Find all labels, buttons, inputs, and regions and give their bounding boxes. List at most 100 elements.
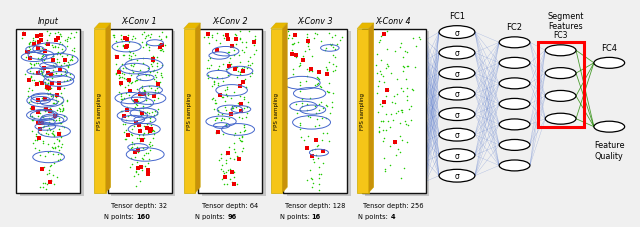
Point <box>386 72 396 76</box>
Text: Input: Input <box>38 17 58 25</box>
Point <box>247 62 257 65</box>
Point <box>59 80 69 83</box>
Point <box>145 130 156 133</box>
Point <box>46 118 56 121</box>
Point <box>410 65 420 69</box>
Point <box>67 55 77 58</box>
Point <box>38 185 48 188</box>
Text: Tensor depth: 64: Tensor depth: 64 <box>202 202 259 208</box>
Point <box>35 50 45 54</box>
Point <box>35 186 45 189</box>
Point <box>234 157 244 161</box>
Point <box>134 109 144 113</box>
Point <box>298 139 308 143</box>
Point <box>225 108 236 112</box>
Point <box>310 153 321 157</box>
Point <box>56 85 66 89</box>
Point <box>48 118 58 122</box>
Point <box>65 73 75 77</box>
Point <box>327 101 337 105</box>
Point <box>132 150 143 154</box>
Point <box>233 70 243 74</box>
Point <box>145 141 156 144</box>
Point <box>120 37 130 41</box>
Point <box>150 110 160 114</box>
Point <box>38 115 49 119</box>
Point <box>132 79 143 83</box>
Point <box>36 167 47 171</box>
Point <box>228 46 238 50</box>
Point <box>56 135 66 138</box>
Point <box>232 76 243 80</box>
Point <box>226 96 236 100</box>
Point <box>29 82 40 86</box>
Point <box>55 33 65 37</box>
Point <box>312 118 323 121</box>
Point <box>379 136 389 140</box>
Point <box>37 47 47 51</box>
Point <box>222 88 232 92</box>
Point <box>288 73 298 76</box>
Point <box>60 86 70 90</box>
Point <box>328 92 338 96</box>
Point <box>131 161 141 164</box>
Point <box>124 94 134 97</box>
Point <box>316 101 326 105</box>
Point <box>134 140 145 144</box>
Point <box>324 82 334 86</box>
Point <box>134 94 144 98</box>
Point <box>63 36 74 40</box>
Point <box>146 115 156 118</box>
Point <box>57 96 67 99</box>
Point <box>301 33 312 37</box>
Point <box>33 47 44 51</box>
Point <box>25 76 35 80</box>
Point <box>56 91 66 95</box>
Point <box>390 101 400 105</box>
Point <box>43 72 53 75</box>
Point <box>381 48 392 52</box>
Point <box>303 42 313 46</box>
Point <box>153 108 163 112</box>
Point <box>42 42 52 46</box>
Point <box>243 60 253 63</box>
Point <box>388 118 399 122</box>
Point <box>226 110 236 114</box>
Point <box>303 45 313 49</box>
Point <box>381 95 391 99</box>
Point <box>396 109 406 112</box>
Point <box>310 105 321 109</box>
Point <box>328 54 338 58</box>
Point <box>40 48 50 51</box>
Point <box>67 56 77 59</box>
Point <box>152 56 162 59</box>
Point <box>54 139 64 142</box>
Point <box>135 92 145 96</box>
Point <box>31 62 41 65</box>
Point <box>67 49 77 53</box>
Text: Tensor depth: 256: Tensor depth: 256 <box>364 202 424 208</box>
Point <box>228 45 238 49</box>
Point <box>49 135 59 138</box>
Point <box>55 108 65 111</box>
Point <box>40 155 51 158</box>
Point <box>128 99 138 103</box>
Point <box>242 112 252 116</box>
Point <box>287 42 297 46</box>
Point <box>385 145 395 149</box>
Point <box>116 97 126 101</box>
Point <box>61 40 72 44</box>
Point <box>388 142 399 145</box>
Point <box>127 81 137 84</box>
Point <box>148 55 158 59</box>
Point <box>239 97 249 101</box>
Point <box>35 154 45 157</box>
Point <box>38 125 48 129</box>
Point <box>133 100 143 104</box>
Polygon shape <box>202 32 266 196</box>
Point <box>146 33 156 37</box>
Point <box>317 150 328 154</box>
Point <box>55 33 65 36</box>
Point <box>308 182 318 185</box>
Point <box>24 42 35 45</box>
